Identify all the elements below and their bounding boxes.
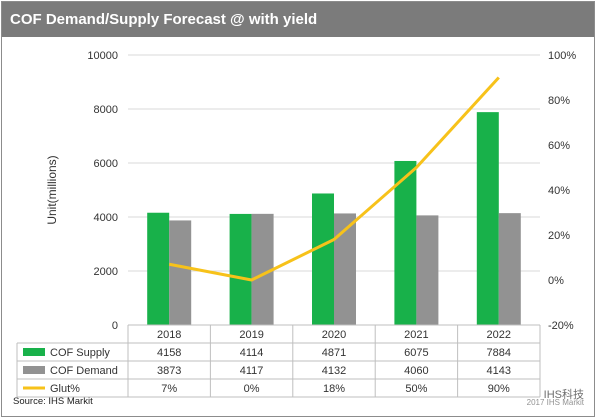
y-tick-label: 10000 (87, 50, 118, 62)
data-label: 7% (161, 383, 177, 395)
data-label: 4117 (240, 365, 264, 377)
data-label: 4158 (157, 347, 181, 359)
data-label: 7884 (487, 347, 511, 359)
bar-cof-supply (147, 212, 170, 325)
bar-cof-supply (476, 112, 499, 325)
data-label: 4114 (240, 347, 264, 359)
legend-swatch-cof-supply (23, 348, 45, 356)
x-tick-label: 2022 (487, 329, 511, 341)
bar-cof-supply (394, 160, 417, 325)
bar-cof-demand (416, 215, 439, 325)
data-label: 18% (323, 383, 345, 395)
x-tick-label: 2018 (157, 329, 181, 341)
y-axis-label: Unit(millions) (45, 155, 59, 224)
watermark-sub: 2017 IHS Markit (526, 398, 584, 407)
bar-cof-demand (251, 213, 274, 325)
x-tick-label: 2019 (239, 329, 263, 341)
y-tick-label: 8000 (94, 104, 118, 116)
y-tick-label: 2000 (94, 266, 118, 278)
line-glut-series (168, 76, 500, 282)
data-label: 4143 (487, 365, 511, 377)
bar-cof-demand (334, 213, 356, 325)
y2-tick-label: 40% (548, 185, 570, 197)
bar-cof-demand (498, 213, 521, 325)
legend-label: COF Demand (50, 365, 118, 377)
x-tick-label: 2020 (322, 329, 346, 341)
legend-label: Glut% (50, 383, 80, 395)
x-tick-label: 2021 (404, 329, 428, 341)
data-label: 50% (405, 383, 427, 395)
data-label: 6075 (404, 347, 428, 359)
y-tick-label: 6000 (94, 158, 118, 170)
y2-tick-label: 80% (548, 95, 570, 107)
data-label: 3873 (157, 365, 181, 377)
y-tick-label: 0 (112, 320, 118, 332)
bar-cof-supply (229, 213, 252, 325)
legend-swatch-cof-demand (23, 366, 45, 374)
y2-tick-label: 0% (548, 275, 564, 287)
source-note: Source: IHS Markit (13, 396, 93, 407)
watermark: IHS科技 (543, 389, 584, 401)
data-label: 4871 (322, 347, 346, 359)
data-label: 0% (244, 383, 260, 395)
y2-tick-label: -20% (548, 320, 574, 332)
data-label: 90% (488, 383, 510, 395)
bar-cof-supply (312, 193, 334, 325)
data-label: 4060 (404, 365, 428, 377)
y2-tick-label: 60% (548, 140, 570, 152)
y2-tick-label: 20% (548, 230, 570, 242)
data-label: 4132 (322, 365, 346, 377)
legend-label: COF Supply (50, 347, 110, 359)
y-tick-label: 4000 (94, 212, 118, 224)
bar-cof-demand (169, 220, 192, 325)
chart-title: COF Demand/Supply Forecast @ with yield (2, 2, 594, 37)
y2-tick-label: 100% (548, 50, 576, 62)
